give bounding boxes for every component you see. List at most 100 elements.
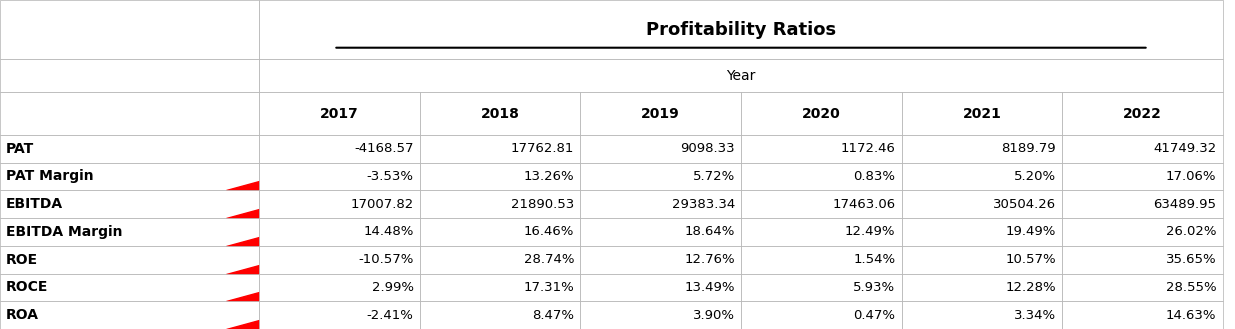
Text: EBITDA Margin: EBITDA Margin [6, 225, 122, 239]
Bar [741, 218, 902, 246]
Text: 9098.33: 9098.33 [680, 142, 735, 155]
Text: PAT Margin: PAT Margin [6, 169, 94, 184]
Bar [259, 273, 420, 301]
Bar [580, 273, 741, 301]
Bar [259, 92, 420, 135]
Text: 13.49%: 13.49% [684, 281, 735, 294]
Text: 35.65%: 35.65% [1166, 253, 1216, 266]
Bar [580, 190, 741, 218]
Text: 2018: 2018 [480, 107, 520, 120]
Text: 1.54%: 1.54% [853, 253, 895, 266]
Text: ROE: ROE [6, 253, 38, 267]
Text: 12.76%: 12.76% [684, 253, 735, 266]
Bar [420, 218, 580, 246]
Bar [902, 301, 1062, 329]
Text: 14.63%: 14.63% [1166, 309, 1216, 322]
Polygon shape [226, 265, 259, 273]
Bar [420, 135, 580, 163]
Text: 16.46%: 16.46% [524, 225, 574, 239]
Text: 2022: 2022 [1123, 107, 1162, 120]
Bar [1062, 135, 1223, 163]
Bar [420, 273, 580, 301]
Bar [741, 135, 902, 163]
Text: 17463.06: 17463.06 [832, 198, 895, 211]
Bar [0, 59, 259, 92]
Bar [0, 273, 259, 301]
Bar [741, 301, 902, 329]
Bar [741, 92, 902, 135]
Text: 29383.34: 29383.34 [672, 198, 735, 211]
Bar [741, 163, 902, 190]
Text: 10.57%: 10.57% [1005, 253, 1056, 266]
Text: PAT: PAT [6, 142, 35, 156]
Text: 13.26%: 13.26% [524, 170, 574, 183]
Text: 2019: 2019 [641, 107, 680, 120]
Text: 17762.81: 17762.81 [511, 142, 574, 155]
Bar [1062, 218, 1223, 246]
Text: 18.64%: 18.64% [684, 225, 735, 239]
Polygon shape [226, 320, 259, 329]
Text: 28.55%: 28.55% [1166, 281, 1216, 294]
Text: 3.34%: 3.34% [1014, 309, 1056, 322]
Bar [1062, 92, 1223, 135]
Polygon shape [226, 182, 259, 190]
Text: 17.31%: 17.31% [524, 281, 574, 294]
Text: -4168.57: -4168.57 [354, 142, 414, 155]
Bar [259, 163, 420, 190]
Text: 0.47%: 0.47% [853, 309, 895, 322]
Text: 26.02%: 26.02% [1166, 225, 1216, 239]
Text: 41749.32: 41749.32 [1153, 142, 1216, 155]
Bar [902, 163, 1062, 190]
Text: 28.74%: 28.74% [524, 253, 574, 266]
Bar [420, 163, 580, 190]
Bar [0, 190, 259, 218]
Text: 2020: 2020 [802, 107, 841, 120]
Bar [741, 273, 902, 301]
Bar [902, 135, 1062, 163]
Text: Year: Year [726, 69, 756, 83]
Bar [420, 246, 580, 273]
Text: 12.28%: 12.28% [1005, 281, 1056, 294]
Bar [1062, 190, 1223, 218]
Text: 3.90%: 3.90% [693, 309, 735, 322]
Text: 63489.95: 63489.95 [1153, 198, 1216, 211]
Bar [1062, 301, 1223, 329]
Bar [0, 218, 259, 246]
Bar [0, 92, 259, 135]
Bar [0, 0, 259, 59]
Bar [1062, 163, 1223, 190]
Bar [420, 92, 580, 135]
Bar [741, 190, 902, 218]
Bar [580, 218, 741, 246]
Bar [259, 246, 420, 273]
Text: 8.47%: 8.47% [532, 309, 574, 322]
Text: -10.57%: -10.57% [358, 253, 414, 266]
Bar [0, 301, 259, 329]
Text: 1172.46: 1172.46 [841, 142, 895, 155]
Bar [1062, 246, 1223, 273]
Bar [259, 0, 1223, 59]
Bar [259, 135, 420, 163]
Bar [1062, 273, 1223, 301]
Text: 14.48%: 14.48% [363, 225, 414, 239]
Bar [741, 246, 902, 273]
Polygon shape [226, 237, 259, 246]
Text: 5.93%: 5.93% [853, 281, 895, 294]
Text: 8189.79: 8189.79 [1002, 142, 1056, 155]
Text: EBITDA: EBITDA [6, 197, 63, 211]
Bar [0, 163, 259, 190]
Bar [580, 246, 741, 273]
Bar [420, 301, 580, 329]
Text: 2.99%: 2.99% [372, 281, 414, 294]
Bar [580, 92, 741, 135]
Text: 5.72%: 5.72% [693, 170, 735, 183]
Text: 0.83%: 0.83% [853, 170, 895, 183]
Text: ROCE: ROCE [6, 280, 48, 294]
Bar [0, 246, 259, 273]
Text: 21890.53: 21890.53 [511, 198, 574, 211]
Bar [580, 135, 741, 163]
Text: Profitability Ratios: Profitability Ratios [646, 21, 836, 38]
Bar [259, 190, 420, 218]
Text: 12.49%: 12.49% [845, 225, 895, 239]
Bar [902, 246, 1062, 273]
